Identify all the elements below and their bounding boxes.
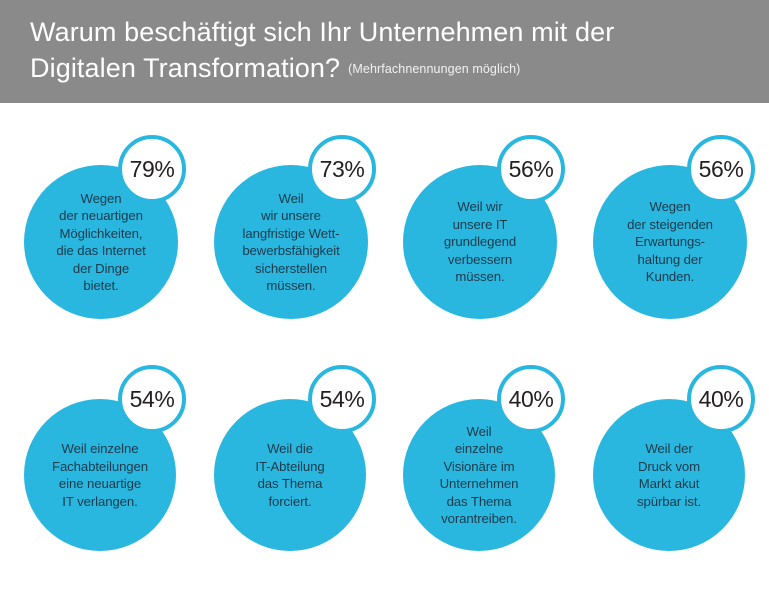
bubble-item[interactable]: Weil einzelne Visionäre im Unternehmen d… [385, 355, 577, 595]
bubble-label: Weil wir unsere langfristige Wett- bewer… [242, 190, 340, 294]
percentage-badge: 40% [497, 365, 565, 433]
bubble-item[interactable]: Wegen der neuartigen Möglichkeiten, die … [6, 123, 198, 363]
bubble-label: Weil einzelne Fachabteilungen eine neuar… [51, 441, 148, 509]
percentage-badge: 54% [308, 365, 376, 433]
percentage-value: 40% [698, 385, 744, 412]
page-subtitle: (Mehrfachnennungen möglich) [348, 62, 521, 76]
percentage-value: 56% [508, 155, 554, 182]
bubble-item[interactable]: Wegen der steigenden Erwartungs- haltung… [575, 123, 767, 363]
bubble-grid: Wegen der neuartigen Möglichkeiten, die … [0, 103, 769, 600]
percentage-value: 73% [319, 155, 365, 182]
percentage-badge: 56% [687, 135, 755, 203]
page-title: Warum beschäftigt sich Ihr Unternehmen m… [30, 14, 743, 91]
bubble-label: Weil der Druck vom Markt akut spürbar is… [636, 441, 702, 509]
bubble-row-1: Wegen der neuartigen Möglichkeiten, die … [0, 123, 769, 363]
percentage-value: 56% [698, 155, 744, 182]
page-title-line-2: Digitalen Transformation? [30, 53, 341, 83]
percentage-value: 79% [129, 155, 175, 182]
percentage-badge: 56% [497, 135, 565, 203]
bubble-item[interactable]: Weil die IT-Abteilung das Thema forciert… [196, 355, 388, 595]
header-bar: Warum beschäftigt sich Ihr Unternehmen m… [0, 0, 769, 103]
bubble-item[interactable]: Weil der Druck vom Markt akut spürbar is… [575, 355, 767, 595]
bubble-item[interactable]: Weil einzelne Fachabteilungen eine neuar… [6, 355, 198, 595]
bubble-item[interactable]: Weil wir unsere langfristige Wett- bewer… [196, 123, 388, 363]
percentage-badge: 79% [118, 135, 186, 203]
percentage-value: 40% [508, 385, 554, 412]
page-title-line-1: Warum beschäftigt sich Ihr Unternehmen m… [30, 17, 615, 47]
page-title-line-2-wrapper: Digitalen Transformation? (Mehrfachnennun… [30, 50, 743, 91]
bubble-item[interactable]: Weil wir unsere IT grundlegend verbesser… [385, 123, 577, 363]
bubble-label: Weil die IT-Abteilung das Thema forciert… [255, 441, 325, 509]
bubble-circle: Weil einzelne Visionäre im Unternehmen d… [403, 399, 555, 551]
percentage-value: 54% [129, 385, 175, 412]
bubble-label: Wegen der neuartigen Möglichkeiten, die … [56, 190, 146, 294]
bubble-label: Wegen der steigenden Erwartungs- haltung… [627, 199, 713, 285]
percentage-badge: 40% [687, 365, 755, 433]
percentage-value: 54% [319, 385, 365, 412]
bubble-label: Weil wir unsere IT grundlegend verbesser… [443, 199, 517, 285]
bubble-row-2: Weil einzelne Fachabteilungen eine neuar… [0, 355, 769, 595]
bubble-label: Weil einzelne Visionäre im Unternehmen d… [439, 423, 519, 527]
percentage-badge: 73% [308, 135, 376, 203]
percentage-badge: 54% [118, 365, 186, 433]
